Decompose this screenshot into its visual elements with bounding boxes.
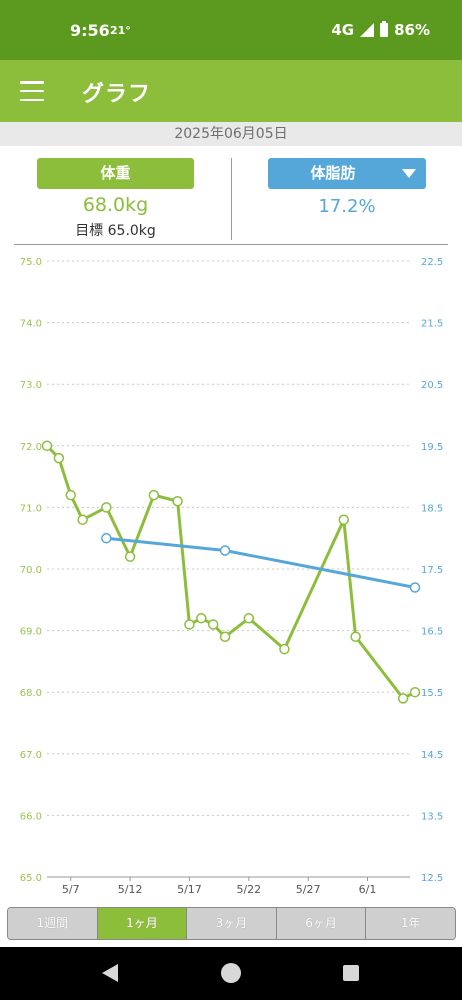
y-right-tick-label: 22.5 bbox=[421, 257, 443, 268]
weight-data-point bbox=[172, 495, 183, 507]
weight-value: 68.0kg bbox=[82, 194, 149, 216]
y-left-tick-label: 73.0 bbox=[20, 380, 42, 391]
body-fat-label: 体脂肪 bbox=[310, 164, 356, 182]
period-tab-3[interactable]: 6ヶ月 bbox=[276, 908, 367, 939]
period-tab-2[interactable]: 3ヶ月 bbox=[187, 908, 277, 939]
y-right-tick-label: 16.5 bbox=[421, 627, 443, 638]
y-left-tick-label: 70.0 bbox=[20, 565, 42, 576]
system-nav-bar bbox=[0, 947, 462, 1000]
weight-data-point bbox=[101, 502, 112, 513]
body-fat-value: 17.2% bbox=[318, 196, 376, 217]
battery-icon bbox=[380, 21, 389, 37]
body-fat-dropdown[interactable]: 体脂肪 bbox=[268, 158, 426, 189]
page-title: グラフ bbox=[82, 82, 152, 107]
weight-data-point bbox=[65, 489, 76, 501]
period-tab-4[interactable]: 1年 bbox=[366, 908, 455, 939]
weight-data-point bbox=[148, 489, 160, 501]
weight-data-point bbox=[41, 440, 53, 452]
y-left-tick-label: 65.0 bbox=[20, 873, 42, 884]
y-left-tick-label: 74.0 bbox=[20, 319, 42, 330]
hamburger-menu-icon[interactable] bbox=[20, 81, 44, 101]
x-tick-label: 6/1 bbox=[359, 883, 377, 896]
body-fat-series-line bbox=[106, 536, 416, 589]
y-left-tick-label: 68.0 bbox=[20, 688, 42, 699]
status-indicators: 4G 86% bbox=[331, 21, 430, 39]
y-right-tick-label: 18.5 bbox=[421, 503, 443, 514]
weight-data-point bbox=[124, 551, 136, 562]
y-right-tick-label: 13.5 bbox=[421, 811, 443, 822]
status-time: 9:56 bbox=[70, 21, 110, 40]
home-icon[interactable] bbox=[221, 963, 241, 983]
period-tab-0[interactable]: 1週間 bbox=[8, 908, 98, 939]
y-right-tick-label: 14.5 bbox=[421, 750, 443, 761]
body-fat-data-point bbox=[409, 582, 421, 593]
y-right-tick-label: 20.5 bbox=[421, 380, 443, 391]
y-left-tick-label: 67.0 bbox=[20, 750, 42, 761]
y-right-tick-label: 12.5 bbox=[421, 873, 443, 884]
weight-fat-chart: 75.0 22.5 74.0 21.5 73.0 20.5 72.0 19.5 71.0 18.5… bbox=[20, 257, 444, 896]
weight-data-point bbox=[243, 613, 255, 624]
signal-icon bbox=[360, 23, 375, 37]
weight-data-point bbox=[338, 514, 350, 525]
y-left-tick-label: 66.0 bbox=[20, 811, 42, 822]
weight-data-point bbox=[279, 643, 290, 655]
y-right-tick-label: 21.5 bbox=[421, 319, 443, 330]
chevron-down-icon bbox=[402, 169, 416, 178]
y-left-tick-label: 71.0 bbox=[20, 503, 42, 514]
body-fat-data-point bbox=[101, 532, 112, 544]
weight-target: 目標 65.0kg bbox=[75, 223, 156, 239]
metrics-panel: 体重 68.0kg 目標 65.0kg 体脂肪 17.2% bbox=[0, 146, 462, 246]
weight-data-point bbox=[184, 619, 195, 630]
status-bar: 9:56 21° 4G 86% bbox=[0, 0, 462, 60]
metrics-divider bbox=[231, 158, 232, 240]
y-right-tick-label: 15.5 bbox=[421, 688, 443, 699]
chart-top-divider bbox=[14, 244, 448, 245]
x-tick-label: 5/22 bbox=[236, 883, 261, 896]
y-left-tick-label: 69.0 bbox=[20, 627, 42, 638]
back-icon[interactable] bbox=[102, 964, 118, 982]
weight-data-point bbox=[397, 693, 409, 704]
y-left-tick-label: 72.0 bbox=[20, 442, 42, 453]
network-label: 4G bbox=[331, 21, 355, 39]
y-right-tick-label: 19.5 bbox=[421, 442, 443, 453]
x-tick-label: 5/27 bbox=[296, 883, 321, 896]
y-left-tick-label: 75.0 bbox=[20, 257, 42, 268]
status-temperature: 21° bbox=[110, 24, 131, 37]
weight-button[interactable]: 体重 bbox=[37, 158, 194, 189]
weight-data-point bbox=[409, 686, 421, 698]
x-tick-label: 5/17 bbox=[177, 883, 202, 896]
weight-data-point bbox=[207, 619, 219, 630]
weight-data-point bbox=[350, 631, 361, 643]
selected-date: 2025年06月05日 bbox=[0, 122, 462, 146]
weight-data-point bbox=[53, 452, 65, 464]
period-tab-1[interactable]: 1ヶ月 bbox=[97, 908, 188, 939]
weight-series-line bbox=[45, 444, 416, 700]
x-tick-label: 5/12 bbox=[118, 883, 143, 896]
app-bar: グラフ bbox=[0, 60, 462, 122]
period-tabs: 1週間 1ヶ月 3ヶ月 6ヶ月 1年 bbox=[7, 907, 456, 940]
y-right-tick-label: 17.5 bbox=[421, 565, 443, 576]
body-fat-data-point bbox=[219, 545, 231, 556]
x-tick-label: 5/7 bbox=[62, 883, 80, 896]
recent-apps-icon[interactable] bbox=[343, 965, 359, 981]
weight-data-point bbox=[219, 631, 231, 643]
battery-percent: 86% bbox=[394, 21, 430, 39]
weight-data-point bbox=[77, 514, 88, 525]
weight-data-point bbox=[196, 613, 207, 624]
